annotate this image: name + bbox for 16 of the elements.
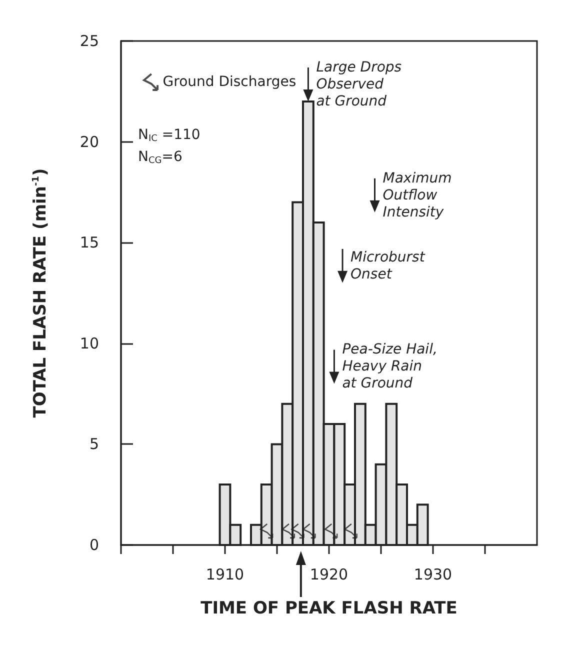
x-tick-label: 1910: [206, 566, 244, 584]
y-tick-label: 25: [80, 32, 99, 50]
y-tick-label: 10: [80, 334, 99, 352]
annotation: Maximum Outflow Intensity: [382, 170, 452, 220]
y-tick-label: 0: [89, 536, 99, 554]
annotation: Large Drops Observed at Ground: [316, 59, 402, 110]
annotation: Microburst Onset: [350, 249, 426, 282]
y-tick-label: 15: [80, 234, 99, 252]
x-axis-title: TIME OF PEAK FLASH RATE: [200, 598, 458, 618]
y-axis-title: TOTAL FLASH RATE (min-1): [30, 168, 50, 418]
x-tick-label: 1920: [310, 566, 348, 584]
y-tick-label: 5: [89, 435, 99, 454]
legend-label: Ground Discharges: [162, 74, 296, 90]
y-tick-label: 20: [80, 132, 99, 151]
x-tick-label: 1930: [414, 566, 452, 584]
annotation: Pea-Size Hail, Heavy Rain at Ground: [342, 342, 438, 392]
